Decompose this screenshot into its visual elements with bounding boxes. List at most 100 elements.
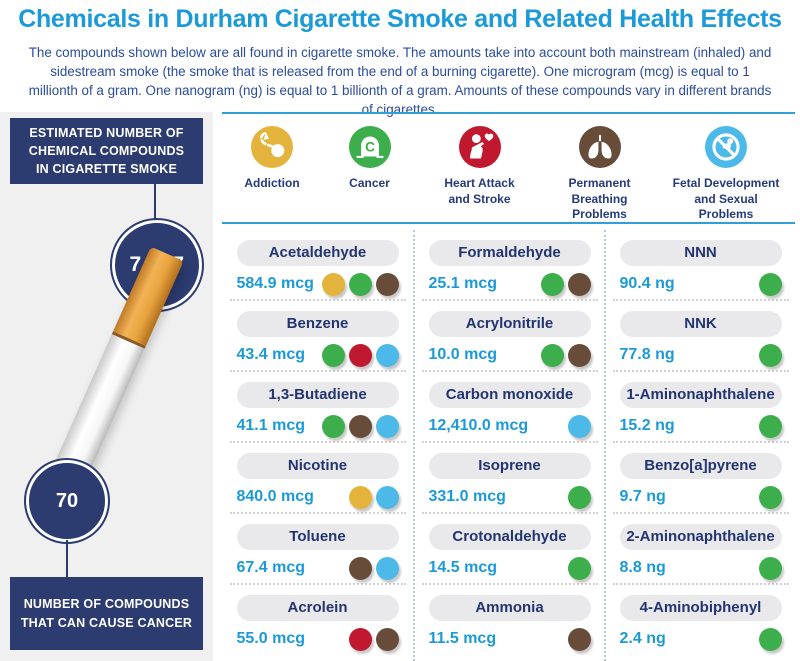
compound-value-row: 41.1 mcg: [237, 413, 399, 439]
compound-name: Ammonia: [428, 595, 591, 621]
compound-amount: 10.0 mcg: [428, 346, 497, 363]
effect-dot-cancer: [758, 556, 782, 580]
compound-amount: 9.7 ng: [619, 488, 666, 505]
compound-entry: Isoprene 331.0 mcg: [421, 443, 598, 514]
compound-name: Acrolein: [236, 595, 399, 621]
lungs-glyph: [587, 134, 612, 159]
compound-value-row: 67.4 mcg: [237, 555, 399, 581]
effect-dots: [758, 414, 782, 438]
compound-entry: Crotonaldehyde 14.5 mcg: [421, 514, 598, 585]
effect-dots: [348, 485, 399, 509]
compound-amount: 15.2 ng: [619, 417, 675, 434]
compound-entry: 1-Aminonaphthalene 15.2 ng: [612, 372, 789, 443]
compound-amount: 77.8 ng: [619, 346, 675, 363]
cancer-compounds-badge: 70: [24, 458, 110, 544]
effect-dot-cancer: [540, 343, 564, 367]
effect-dots: [758, 556, 782, 580]
legend-label: Permanent Breathing Problems: [568, 176, 631, 222]
compound-entry: Nicotine 840.0 mcg: [229, 443, 406, 514]
compound-amount: 14.5 mcg: [428, 559, 497, 576]
compound-amount: 331.0 mcg: [428, 488, 506, 505]
compound-amount: 25.1 mcg: [428, 275, 497, 292]
effect-dots: [758, 343, 782, 367]
heart-icon: [458, 126, 501, 168]
addiction-icon: [251, 126, 293, 168]
compound-entry: NNK 77.8 ng: [612, 301, 789, 372]
compound-amount: 90.4 ng: [619, 275, 675, 292]
fetal-development-glyph: [712, 133, 740, 161]
compound-value-row: 8.8 ng: [620, 555, 782, 581]
addiction-glyph: [260, 132, 285, 158]
effect-dot-fetal: [375, 343, 399, 367]
compound-value-row: 55.0 mcg: [237, 626, 399, 652]
effect-dot-breathing: [375, 627, 399, 651]
effect-dots: [321, 272, 399, 296]
compound-name: Acrylonitrile: [428, 311, 591, 337]
compound-value-row: 2.4 ng: [620, 626, 782, 652]
legend-item-breathing: Permanent Breathing Problems: [542, 114, 657, 222]
compound-entry: 4-Aminobiphenyl 2.4 ng: [613, 585, 789, 656]
legend-label: Addiction: [244, 176, 300, 190]
compound-value-row: 11.5 mcg: [429, 626, 591, 652]
compound-amount: 43.4 mcg: [236, 346, 305, 363]
cancer-glyph: C: [355, 136, 384, 159]
effect-dot-heart: [348, 627, 372, 651]
compound-entry: NNN 90.4 ng: [612, 230, 789, 301]
cancer-icon: C: [348, 126, 391, 168]
compound-amount: 11.5 mcg: [428, 630, 497, 647]
effect-dot-cancer: [567, 556, 591, 580]
compound-column-3: NNN 90.4 ng NNK 77.8 ng 1-Aminonaphthalene 15…: [604, 230, 795, 661]
effect-dot-breathing: [348, 414, 372, 438]
legend-item-cancer: C Cancer: [322, 114, 417, 222]
compound-name: Acetaldehyde: [236, 240, 399, 266]
effect-dots: [540, 343, 591, 367]
compound-amount: 12,410.0 mcg: [428, 417, 529, 434]
compound-entry: 1,3-Butadiene 41.1 mcg: [229, 372, 406, 443]
breathing-icon: [578, 126, 621, 168]
compound-entry: Toluene 67.4 mcg: [229, 514, 406, 585]
effect-dot-cancer: [321, 414, 345, 438]
effect-dots: [567, 485, 591, 509]
effect-dot-heart: [348, 343, 372, 367]
effect-dot-addiction: [321, 272, 345, 296]
effect-dot-breathing: [567, 627, 591, 651]
compound-column-1: Acetaldehyde 584.9 mcg Benzene 43.4 mcg 1,3-…: [222, 230, 413, 661]
effect-dot-cancer: [758, 272, 782, 296]
compound-name: Isoprene: [428, 453, 591, 479]
effect-dot-fetal: [567, 414, 591, 438]
compound-entry: Acetaldehyde 584.9 mcg: [229, 230, 406, 301]
compound-entry: Acrylonitrile 10.0 mcg: [421, 301, 598, 372]
compound-value-row: 15.2 ng: [620, 413, 782, 439]
effect-dot-fetal: [375, 485, 399, 509]
compound-value-row: 9.7 ng: [620, 484, 782, 510]
compound-columns: Acetaldehyde 584.9 mcg Benzene 43.4 mcg 1,3-…: [222, 230, 795, 661]
legend-item-heart: Heart Attack and Stroke: [417, 114, 542, 222]
effect-dots: [758, 627, 782, 651]
effect-dots: [567, 627, 591, 651]
compound-entry: Ammonia 11.5 mcg: [422, 585, 598, 656]
heart-attack-glyph: [469, 133, 493, 159]
legend-label: Cancer: [349, 176, 390, 190]
compound-entry: Formaldehyde 25.1 mcg: [421, 230, 598, 301]
effect-dot-breathing: [567, 272, 591, 296]
compound-amount: 840.0 mcg: [236, 488, 314, 505]
compound-name: 2-Aminonaphthalene: [619, 524, 782, 550]
compound-value-row: 43.4 mcg: [237, 342, 399, 368]
compound-name: Formaldehyde: [428, 240, 591, 266]
compound-value-row: 90.4 ng: [620, 271, 782, 297]
effect-dot-cancer: [758, 627, 782, 651]
effect-dots: [567, 556, 591, 580]
intro-text: The compounds shown below are all found …: [28, 45, 772, 118]
compound-value-row: 331.0 mcg: [429, 484, 591, 510]
effect-dot-cancer: [540, 272, 564, 296]
sidebar-panel: ESTIMATED NUMBER OF CHEMICAL COMPOUNDS I…: [0, 112, 213, 661]
compound-amount: 67.4 mcg: [236, 559, 305, 576]
compound-name: 1,3-Butadiene: [236, 382, 399, 408]
compound-name: Crotonaldehyde: [428, 524, 591, 550]
compound-entry: Carbon monoxide 12,410.0 mcg: [421, 372, 598, 443]
effect-dot-cancer: [758, 343, 782, 367]
compound-value-row: 25.1 mcg: [429, 271, 591, 297]
fetal-icon: [705, 126, 747, 168]
compound-amount: 2.4 ng: [619, 630, 666, 647]
compound-entry: Benzo[a]pyrene 9.7 ng: [612, 443, 789, 514]
